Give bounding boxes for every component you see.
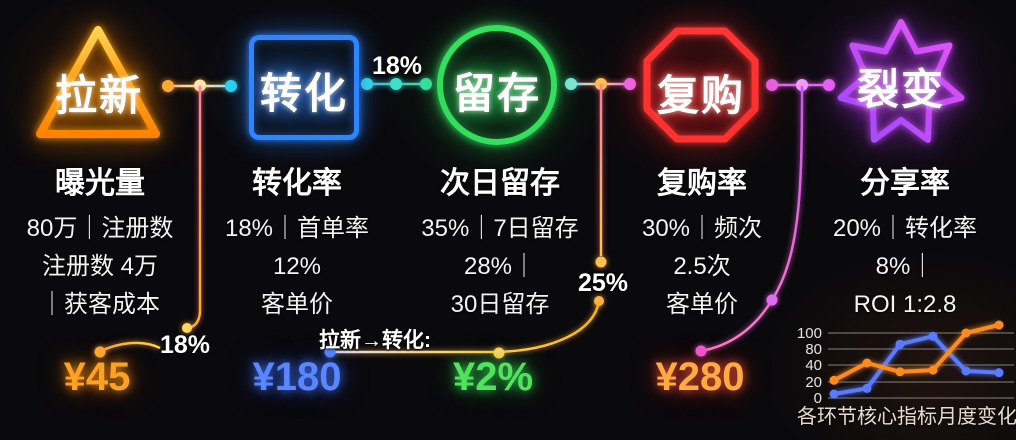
- dot-conv-ret-mid: [390, 78, 402, 90]
- dot-rep-ref-mid: [796, 79, 808, 91]
- retention-value: ¥2%: [452, 355, 534, 399]
- metric-line: 注册数 4万: [41, 253, 158, 280]
- dot-retention-out: [565, 78, 577, 90]
- line-referral-to-value: [700, 85, 804, 353]
- stage-label-conversion: 转化: [259, 70, 348, 117]
- retention-metric-title: 次日留存: [440, 167, 560, 200]
- metric-line: 客单价: [261, 291, 333, 318]
- metric-line: 35%｜7日留存: [421, 215, 579, 242]
- svg-text:40: 40: [805, 357, 822, 374]
- conversion-metrics: 转化率 18%｜首单率 12% 客单价: [182, 158, 412, 324]
- repurchase-metric-title: 复购率: [657, 167, 747, 200]
- metric-line: 客单价: [666, 291, 738, 318]
- svg-text:0: 0: [814, 390, 822, 407]
- dot-acq-cost-end: [94, 346, 106, 358]
- metric-line: ROI 1:2.8: [853, 291, 957, 318]
- conversion-value: ¥180: [252, 355, 342, 399]
- conversion-metric-title: 转化率: [252, 167, 342, 200]
- dot-retention-drop-upper: [595, 256, 607, 268]
- acquisition-triangle: [36, 26, 160, 138]
- line-acq-cost-tail: [100, 341, 161, 353]
- metric-line: 2.5次: [673, 253, 731, 280]
- referral-metrics: 分享率 20%｜转化率 8%｜ ROI 1:2.8: [790, 158, 1016, 324]
- acquisition-metrics: 曝光量 80万｜注册数 注册数 4万 ｜获客成本: [0, 158, 215, 324]
- stage-label-referral: 裂变: [856, 66, 945, 113]
- metric-line: 28%｜: [463, 253, 537, 280]
- metric-line: 80万｜注册数: [26, 215, 174, 242]
- mini-chart-caption: 各环节核心指标月度变化: [797, 406, 1016, 428]
- bridge-label: 拉新→转化:: [319, 329, 431, 352]
- metric-line: ｜获客成本: [40, 291, 160, 318]
- line-bridge-conversion: [330, 300, 601, 354]
- metric-line: 20%｜转化率: [832, 215, 978, 242]
- acquisition-drop-label: 18%: [159, 331, 211, 359]
- conversion-box: [249, 35, 359, 140]
- stage-label-acquisition: 拉新: [54, 72, 143, 119]
- metric-line: 12%: [272, 253, 322, 280]
- repurchase-metrics: 复购率 30%｜频次 2.5次 客单价: [587, 158, 817, 324]
- dot-retention-in: [420, 78, 432, 90]
- stage-label-repurchase: 复购: [656, 72, 745, 119]
- referral-star: [837, 19, 965, 143]
- svg-text:80: 80: [805, 341, 822, 358]
- referral-metric-title: 分享率: [860, 167, 950, 200]
- dot-acq-cost-upper: [182, 323, 192, 333]
- svg-text:20: 20: [805, 374, 822, 391]
- metric-line: 8%｜: [875, 253, 935, 280]
- retention-drop-label: 25%: [577, 269, 629, 297]
- metric-line: 30日留存: [450, 291, 550, 318]
- dot-acquisition-mid: [194, 79, 206, 92]
- metric-line: 30%｜频次: [641, 215, 763, 242]
- dot-conversion-out: [361, 78, 373, 90]
- dot-repurchase-value: [695, 345, 707, 357]
- dot-bridge-mid: [493, 347, 505, 359]
- dot-acquisition-out: [162, 80, 174, 92]
- repurchase-value: ¥280: [655, 355, 745, 399]
- dot-referral-curve: [766, 294, 778, 306]
- dot-repurchase-out: [766, 79, 778, 91]
- conversion-rate-label: 18%: [371, 52, 423, 80]
- dot-repurchase-in: [624, 78, 636, 90]
- stage-label-retention: 留存: [452, 70, 541, 117]
- acquisition-cost-value: ¥45: [63, 355, 131, 399]
- retention-circle: [437, 25, 557, 145]
- repurchase-octagon: [643, 27, 759, 143]
- acquisition-metric-title: 曝光量: [55, 167, 145, 200]
- dot-conversion-in: [225, 80, 237, 92]
- retention-metrics: 次日留存 35%｜7日留存 28%｜ 30日留存: [385, 158, 615, 324]
- dot-referral-in: [823, 79, 835, 91]
- dot-bridge-left: [324, 346, 336, 358]
- svg-text:100: 100: [797, 325, 822, 342]
- metric-line: 18%｜首单率: [224, 215, 370, 242]
